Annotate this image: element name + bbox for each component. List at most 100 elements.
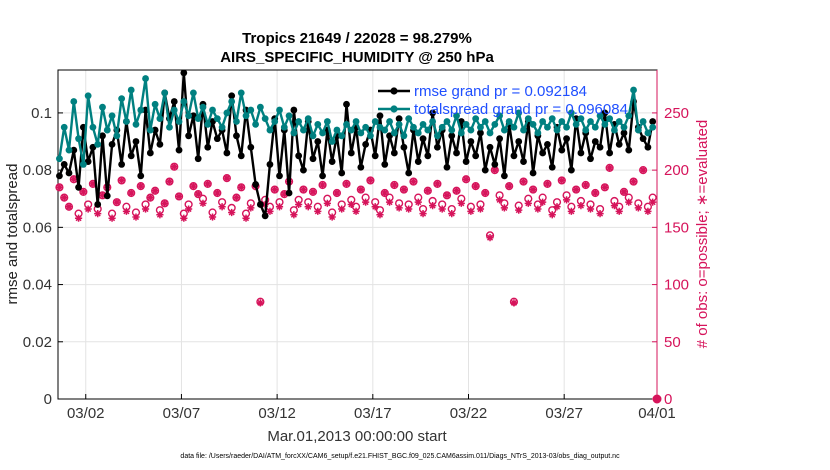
spread-point [333,126,341,134]
rmse-point [567,166,575,174]
spread-point [261,115,269,123]
obs-evaluated-point [524,199,532,207]
spread-point [563,123,570,131]
spread-point [515,109,523,117]
obs-evaluated-point [180,214,188,222]
spread-point [180,98,188,105]
spread-point [481,118,489,125]
rmse-point [405,169,413,177]
x-tick-label: 04/01 [638,405,676,422]
rmse-point [175,146,183,154]
obs-evaluated-point [495,196,504,204]
spread-point [362,123,370,131]
spread-point [601,120,609,128]
obs-evaluated-point [606,164,614,172]
y-tick-label: 0.08 [23,162,52,179]
rmse-point [213,135,221,143]
obs-evaluated-point [199,199,207,207]
y-axis-label: rmse and totalspread [4,164,21,305]
rmse-point [596,143,604,151]
rmse-point [228,92,236,100]
spread-point [142,75,149,82]
obs-evaluated-point [639,166,647,174]
rmse-point [644,143,652,151]
rmse-point [500,172,508,180]
rmse-point [151,126,159,134]
spread-point [649,123,657,131]
obs-evaluated-point [443,191,451,199]
obs-evaluated-point [467,207,475,215]
obs-evaluated-point [266,207,274,215]
obs-evaluated-point [429,202,437,210]
obs-evaluated-point [610,202,619,210]
y-tick-label: 0.06 [23,219,52,236]
spread-point [323,118,331,125]
spread-point [223,109,231,117]
rmse-point [443,163,451,171]
obs-evaluated-point [122,207,131,215]
obs-evaluated-point [290,211,298,219]
obs-evaluated-point [644,207,652,215]
obs-evaluated-point [582,181,590,189]
x-tick-label: 03/07 [163,405,201,422]
x-axis-label: Mar.01,2013 00:00:00 start [267,428,447,445]
rmse-point [587,155,594,163]
spread-point [386,118,393,125]
spread-point [505,118,513,125]
obs-evaluated-point [586,205,595,213]
obs-evaluated-point [366,176,375,185]
x-tick-label: 03/17 [354,405,392,422]
y-tick-label: 0 [44,391,52,408]
obs-evaluated-point [65,203,73,211]
footer-filename: data file: /Users/raeder/DAI/ATM_forcXX/… [180,453,620,460]
obs-evaluated-point [629,177,638,186]
rmse-point [266,161,274,168]
rmse-point [429,109,437,117]
obs-evaluated-point [414,198,422,206]
spread-point [448,126,456,134]
spread-point [314,120,322,128]
y2-tick-label: 250 [664,105,689,122]
obs-evaluated-point [275,203,284,211]
spread-point [367,132,374,140]
obs-evaluated-point [400,185,408,194]
rmse-point [414,158,422,165]
spread-point [228,98,236,105]
spread-point [433,132,441,140]
rmse-point [132,138,140,145]
obs-evaluated-point [352,207,360,215]
obs-evaluated-point [529,185,537,194]
obs-evaluated-point [204,180,212,188]
obs-evaluated-point [213,189,221,197]
obs-evaluated-point [577,202,585,210]
obs-evaluated-point [424,187,432,195]
legend-rmse-marker [390,87,398,95]
rmse-point [448,132,456,140]
spread-point [390,129,398,137]
spread-point [118,95,126,103]
rmse-point [146,149,154,157]
rmse-point [615,140,623,148]
rmse-point [357,163,365,171]
obs-evaluated-point [256,299,264,307]
spread-point [405,115,413,123]
spread-point [491,120,499,128]
obs-evaluated-point [60,193,68,202]
spread-point [539,118,547,125]
spread-point [577,115,585,123]
obs-evaluated-point [515,206,523,214]
obs-evaluated-point [539,198,547,206]
chart-subtitle: AIRS_SPECIFIC_HUMIDITY @ 250 hPa [220,49,494,66]
rmse-point [390,149,398,157]
obs-evaluated-point [567,207,575,215]
obs-evaluated-point [381,189,389,197]
rmse-point [319,172,326,180]
obs-evaluated-point [247,204,255,212]
spread-point [634,126,642,134]
obs-evaluated-point [132,213,140,221]
spread-point [103,126,111,134]
rmse-point [433,143,441,151]
obs-evaluated-point [228,208,236,217]
legend-rmse-label: rmse grand pr = 0.092184 [414,83,587,100]
rmse-point [194,155,202,163]
